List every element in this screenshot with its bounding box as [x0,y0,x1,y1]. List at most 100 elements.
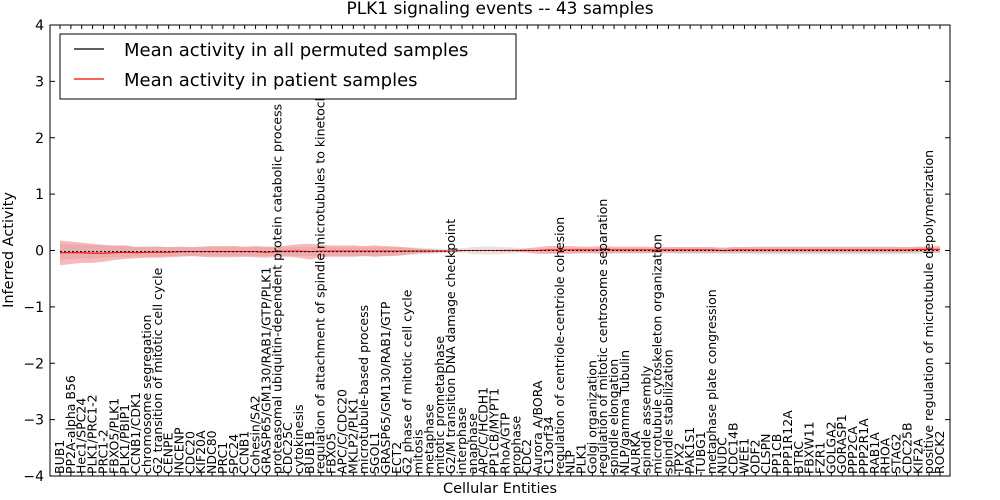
category-label: PLK1/PRC1-2 [85,394,100,474]
y-tick-label: −4 [23,469,44,485]
category-label: PRC1-2 [96,429,111,474]
category-label: positive regulation of microtubule depol… [921,150,936,474]
category-label: PAK1S1 [682,427,697,474]
y-axis-label: Inferred Activity [1,192,17,308]
category-label: metaphase plate congression [704,289,719,474]
category-label: NLP [563,450,578,474]
category-label: ECT2 [389,442,404,474]
category-label: CDC25C [280,422,295,474]
category-label: CDC20 [182,431,197,474]
category-label: CDC14B [726,422,741,474]
x-axis [59,25,941,476]
category-label: BUB1 [52,440,67,474]
category-label: APC/C/CDC20 [335,389,350,474]
category-label: G2/M transition DNA damage checkpoint [443,219,458,474]
category-label: chromosome segregation [139,315,154,474]
category-label: ROCK2 [932,431,947,474]
category-label: SGOL1 [367,432,382,474]
category-label: RhoA/GTP [497,412,512,474]
category-label: FZR1 [813,442,828,474]
category-label: CDC2 [519,439,534,474]
category-label: regulation of mitotic centrosome separat… [595,199,610,474]
category-label: RHOA [878,437,893,474]
category-label: CCNB1/CDK1 [128,392,143,474]
category-label: PLK1/PBIP1 [117,404,132,474]
legend-label-patient: Mean activity in patient samples [124,70,418,91]
category-label: C13orf34 [541,416,556,474]
category-label: NUDC [715,437,730,474]
category-label: Cohesin/SA2 [248,395,263,474]
category-label: TPX2 [671,442,686,475]
category-label: KIF2A [910,438,925,474]
category-label: GOLGA2 [823,421,838,474]
series-line-permuted [60,250,940,253]
y-tick-label: 2 [35,131,44,147]
category-label: AURKA [628,431,643,474]
category-label: anaphase [465,413,480,474]
category-label: regulation of centriole-centriole cohesi… [552,217,567,474]
y-tick-label: 1 [35,187,44,203]
category-label: STAG2 [889,433,904,474]
category-label: PP2A-alpha B56 [63,375,78,474]
category-label: TUBG1 [693,431,708,475]
legend-frame [59,33,517,100]
category-label: APC/C/HCDH1 [476,387,491,474]
lines [60,248,940,254]
category-label: microtubule-based process [356,305,371,474]
category-label: GORASP1 [834,414,849,474]
category-label: BTRC [791,441,806,474]
category-label: spindle stabilization [660,349,675,474]
category-label: PP1CB/MYPT1 [487,388,502,474]
category-label: regulation of attachment of spindle micr… [313,73,328,474]
category-label: PPP2CA [845,426,860,474]
category-label: PPP2R1A [856,418,871,474]
category-label: SPC24 [226,434,241,474]
category-label: Golgi organization [584,360,599,474]
category-label: metaphase [421,404,436,474]
y-tick-label: 0 [35,244,44,260]
category-label: GRASP65/GM130/RAB1/GTP/PLK1 [258,267,273,474]
category-label: FBXO5 [324,433,339,474]
category-label: NLP/gamma Tubulin [617,350,632,474]
patient-band [60,240,940,266]
category-label: spindle assembly [639,365,654,474]
category-label: mitosis [411,429,426,474]
category-label: BUB1B [302,431,317,474]
category-label: PPP1R12A [780,410,795,474]
x-axis-label: Cellular Entities [443,481,557,497]
y-tick-label: −2 [23,356,44,372]
category-label: NDC80 [204,430,219,474]
category-label: CLSPN [758,434,773,475]
category-label: PLK1 [574,443,589,474]
category-label: Aurora A/BORA [530,380,545,474]
chart-title: PLK1 signaling events -- 43 samples [346,0,653,19]
y-tick-label: −3 [23,413,44,429]
category-label: PP1CB [769,434,784,474]
category-label: cytokinesis [291,404,306,474]
bands [60,240,940,266]
category-label: G2 transition of mitotic cell cycle [150,267,165,474]
category-label: RAB1A [867,432,882,474]
category-label: KIF20A [193,430,208,474]
y-tick-label: 4 [35,18,44,34]
y-tick-label: −1 [23,300,44,316]
category-label: CENPE [161,432,176,474]
category-label: PRC1 [215,442,230,474]
legend-label-permuted: Mean activity in all permuted samples [124,40,468,61]
category-label: CCNB1 [237,431,252,474]
category-label: mitotic prometaphase [432,336,447,474]
legend: Mean activity in all permuted samples Me… [59,33,517,100]
category-label: G2 phase of mitotic cell cycle [400,289,415,474]
category-label: CDC25B [899,422,914,474]
category-label: FBXO5/PLK1 [106,398,121,474]
y-tick-label: 3 [35,74,44,90]
category-label: GRASP65/GM130/RAB1/GTP [378,301,393,474]
category-label: Hec1/SPC24 [74,398,89,474]
category-label: FBXW11 [802,421,817,474]
category-label: MKLP2/PLK1 [345,398,360,474]
category-label: ODF2 [747,439,762,474]
category-label: INCENP [172,427,187,474]
category-label: interphase [454,407,469,474]
